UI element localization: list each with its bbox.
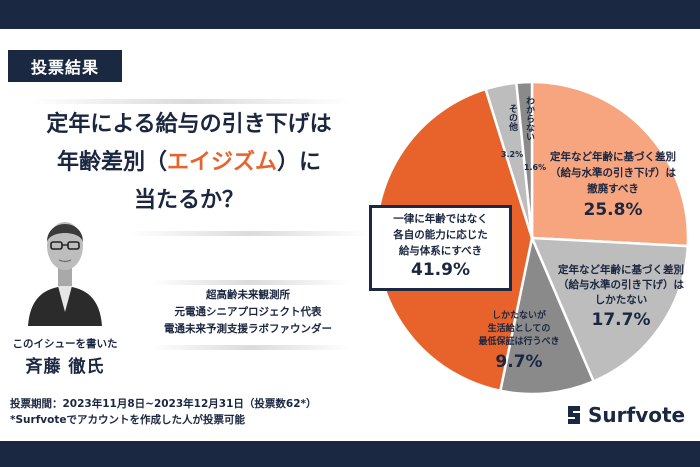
- headline-line3: 当たるか？: [133, 188, 244, 213]
- slice-ability-line2: 各自の能力に応じた: [393, 229, 488, 241]
- vote-note: *Surfvoteでアカウントを作成した人が投票可能: [10, 414, 245, 426]
- slice-label-unknown: わからない: [520, 96, 534, 141]
- slice-minimum-pct: 9.7%: [495, 352, 543, 372]
- slice-ability-pct: 41.9%: [411, 260, 470, 280]
- brand-logo: Surfvote: [564, 402, 685, 428]
- slice-unavoidable-line1: 定年など年齢に基づく差別: [558, 264, 684, 276]
- slice-label-other: その他: [503, 104, 517, 131]
- affiliation-line3: 電通未来予測支援ラボファウンダー: [164, 323, 332, 335]
- headline-accent: エイジズム: [166, 150, 277, 175]
- slice-unavoidable-pct: 17.7%: [591, 310, 651, 330]
- slice-label-ability: 一律に年齢ではなく 各自の能力に応じた 給与体系にすべき 41.9%: [369, 205, 512, 291]
- slice-minimum-line2: 生活給としての: [487, 324, 551, 334]
- slice-ability-line1: 一律に年齢ではなく: [393, 213, 488, 225]
- headline-line2-post: ）に: [277, 150, 322, 175]
- headline-line1: 定年による給与の引き下げは: [46, 112, 332, 137]
- pie-slice-abolish: [530, 80, 690, 248]
- top-bar: [0, 0, 700, 29]
- slice-abolish-line1: 定年など年齢に基づく差別: [550, 151, 676, 163]
- slice-unavoidable-line3: しかたない: [594, 294, 648, 306]
- result-label: 投票結果: [8, 50, 122, 82]
- author-caption: このイシューを書いた: [12, 338, 118, 350]
- headline: 定年による給与の引き下げは 年齢差別（エイジズム）に 当たるか？: [24, 106, 354, 220]
- slice-unavoidable-line2: （給与水準の引き下げ）は: [558, 279, 684, 291]
- author-affiliation: 超高齢未来観測所 元電通シニアプロジェクト代表 電通未来予測支援ラボファウンダー: [138, 287, 358, 338]
- slice-abolish-line2: （給与水準の引き下げ）は: [550, 167, 676, 179]
- divider-affil-bottom: [150, 345, 350, 350]
- slice-label-minimum: しかたないが 生活給としての 最低保証は行うべき 9.7%: [464, 310, 574, 375]
- slice-unknown-pct: 1.6%: [523, 163, 547, 172]
- divider-top: [30, 99, 350, 104]
- affiliation-line2: 元電通シニアプロジェクト代表: [174, 306, 322, 318]
- headline-line2-pre: 年齢差別（: [56, 150, 167, 175]
- author-name: 斉藤 徹氏: [25, 357, 105, 377]
- divider-affil-top: [150, 280, 350, 285]
- slice-minimum-line3: 最低保証は行うべき: [478, 337, 560, 347]
- slice-unknown-label: わからない: [524, 96, 534, 141]
- brand-name: Surfvote: [588, 403, 686, 427]
- headline-line2: 年齢差別（エイジズム）に: [24, 144, 354, 182]
- pie-slice-unknown: [514, 80, 534, 239]
- slice-ability-line3: 給与体系にすべき: [398, 245, 483, 257]
- slice-abolish-pct: 25.8%: [583, 200, 643, 220]
- author-photo: [22, 202, 108, 326]
- pie-slice-unavoidable: [530, 236, 690, 383]
- slice-label-abolish: 定年など年齢に基づく差別 （給与水準の引き下げ）は 撤廃すべき 25.8%: [538, 149, 688, 223]
- bottom-bar: [0, 441, 700, 467]
- slice-abolish-line3: 撤廃すべき: [587, 183, 639, 195]
- slice-other-label: その他: [507, 104, 517, 131]
- slice-minimum-line1: しかたないが: [491, 311, 546, 321]
- slice-other-pct: 3.2%: [500, 150, 524, 159]
- vote-period: 投票期間：2023年11月8日~2023年12月31日（投票数62*）: [10, 398, 317, 410]
- slice-label-unavoidable: 定年など年齢に基づく差別 （給与水準の引き下げ）は しかたない 17.7%: [546, 263, 696, 332]
- pie-slice-minimum: [498, 233, 596, 396]
- surfvote-logo-icon: [568, 406, 580, 424]
- divider-bottom: [130, 231, 370, 236]
- affiliation-line1: 超高齢未来観測所: [206, 289, 290, 301]
